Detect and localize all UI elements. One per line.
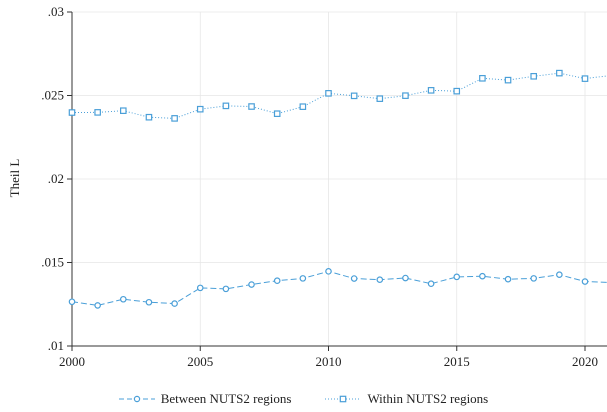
series-line bbox=[71, 270, 607, 306]
legend: Between NUTS2 regions Within NUTS2 regio… bbox=[0, 389, 607, 409]
y-tick-label: .015 bbox=[41, 255, 64, 270]
data-point bbox=[350, 275, 358, 282]
y-axis-label: Theil L bbox=[7, 159, 22, 198]
data-point bbox=[196, 284, 204, 292]
data-point bbox=[530, 72, 538, 80]
data-point bbox=[479, 272, 486, 280]
data-point bbox=[376, 95, 384, 102]
x-tick-label: 2005 bbox=[187, 354, 213, 369]
data-point bbox=[581, 278, 589, 285]
legend-item-between: Between NUTS2 regions bbox=[118, 391, 292, 407]
x-tick-label: 2000 bbox=[59, 354, 85, 369]
data-point bbox=[453, 87, 461, 95]
legend-label-within: Within NUTS2 regions bbox=[367, 391, 489, 406]
data-point bbox=[427, 87, 435, 94]
data-point bbox=[248, 103, 255, 110]
series-line bbox=[71, 72, 607, 119]
data-point bbox=[350, 92, 358, 100]
data-point bbox=[171, 300, 178, 307]
data-point bbox=[299, 103, 307, 110]
data-point bbox=[68, 298, 76, 306]
data-point bbox=[171, 115, 178, 122]
data-point bbox=[248, 281, 255, 288]
series-layer bbox=[68, 69, 607, 309]
data-point bbox=[222, 285, 230, 293]
y-tick-label: .02 bbox=[48, 171, 64, 186]
data-point bbox=[299, 275, 307, 282]
data-point bbox=[530, 275, 538, 282]
data-point bbox=[119, 107, 127, 114]
data-point bbox=[376, 276, 384, 284]
data-point bbox=[145, 113, 153, 121]
legend-swatch-circle-dashed bbox=[118, 395, 155, 403]
axes: .01 .015 .02 .025 .03 2000 2005 2010 2015 2020 bbox=[41, 4, 607, 369]
data-point bbox=[504, 275, 512, 283]
data-point bbox=[68, 109, 76, 116]
data-point bbox=[581, 75, 589, 82]
data-point bbox=[273, 277, 281, 285]
y-tick-label: .025 bbox=[41, 88, 64, 103]
series-within bbox=[68, 69, 607, 122]
data-point bbox=[325, 90, 332, 97]
series-between bbox=[68, 268, 607, 309]
data-point bbox=[120, 295, 127, 303]
data-point bbox=[273, 110, 281, 118]
gridlines bbox=[71, 11, 607, 347]
data-point bbox=[402, 92, 409, 99]
data-point bbox=[94, 109, 101, 116]
data-point bbox=[402, 274, 409, 282]
data-point bbox=[222, 102, 230, 110]
data-point bbox=[94, 302, 101, 309]
y-tick-label: .03 bbox=[48, 4, 64, 19]
y-tick-label: .01 bbox=[48, 338, 64, 353]
data-point bbox=[479, 74, 486, 82]
x-tick-label: 2015 bbox=[444, 354, 470, 369]
data-point bbox=[196, 105, 204, 113]
x-tick-label: 2020 bbox=[572, 354, 598, 369]
data-point bbox=[145, 298, 153, 306]
legend-swatch-square-dotted bbox=[325, 395, 362, 403]
data-point bbox=[504, 76, 512, 84]
data-point bbox=[556, 271, 563, 278]
data-point bbox=[556, 69, 563, 77]
data-point bbox=[427, 280, 435, 288]
data-point bbox=[453, 273, 461, 281]
data-point bbox=[325, 268, 332, 275]
legend-label-between: Between NUTS2 regions bbox=[160, 391, 292, 406]
x-tick-label: 2010 bbox=[316, 354, 342, 369]
legend-item-within: Within NUTS2 regions bbox=[325, 391, 488, 407]
